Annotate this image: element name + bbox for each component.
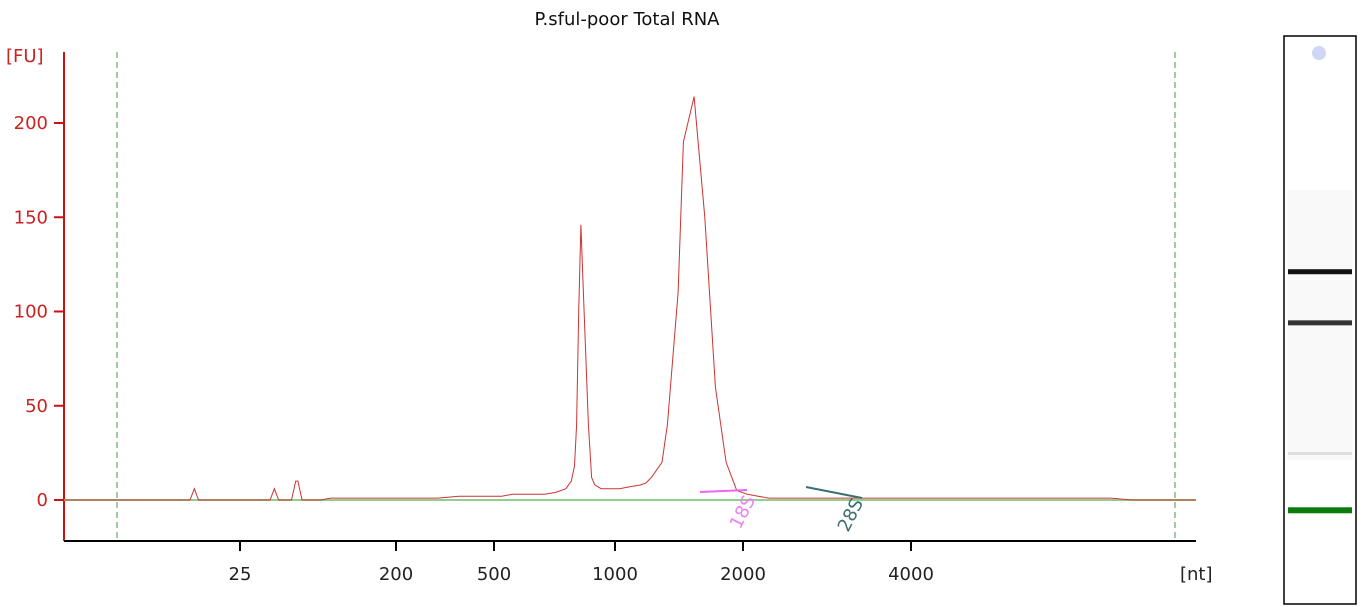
trace-line [64, 96, 1196, 501]
y-axis-label: [FU] [6, 46, 44, 67]
y-tick-label: 200 [14, 113, 48, 134]
peak-28S-integration-line [805, 486, 863, 499]
x-tick-label: 200 [379, 564, 413, 585]
y-tick-label: 0 [37, 490, 48, 511]
x-tick-label: 2000 [720, 564, 766, 585]
y-tick-label: 150 [14, 207, 48, 228]
x-tick-label: 500 [477, 564, 511, 585]
x-tick-label: 25 [229, 564, 252, 585]
peak-label-18S: 18S [726, 492, 760, 532]
gel-band-faint [1288, 451, 1352, 455]
y-tick-label: 50 [25, 396, 48, 417]
gel-band-28S [1288, 269, 1352, 275]
x-axis-label: [nt] [1180, 564, 1213, 585]
y-tick-label: 100 [14, 302, 48, 323]
gel-lane [1283, 35, 1357, 605]
peak-label-28S: 28S [834, 495, 868, 535]
gel-lower-marker [1288, 507, 1352, 514]
chart-title: P.sful-poor Total RNA [534, 9, 720, 30]
gel-band-18S [1288, 320, 1352, 326]
x-tick-label: 1000 [592, 564, 638, 585]
peak-18S-integration-line [699, 489, 748, 493]
x-tick-label: 4000 [888, 564, 934, 585]
gel-marker-blob [1312, 46, 1326, 61]
